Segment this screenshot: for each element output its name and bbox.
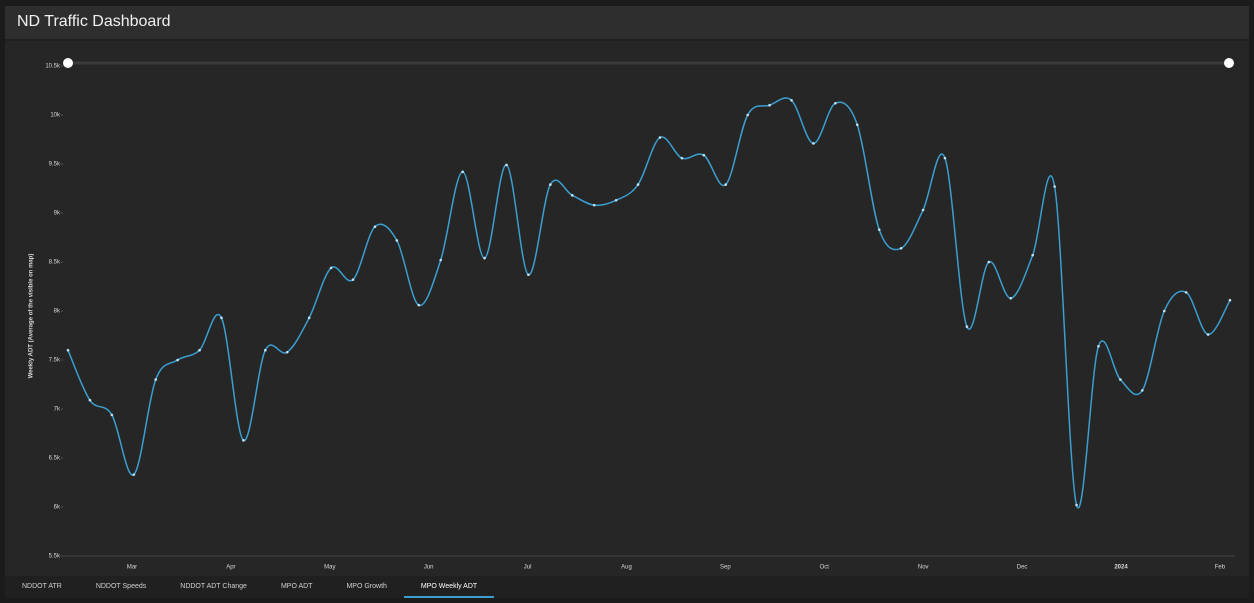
data-point [110, 413, 114, 417]
x-tick-label: Jul [524, 565, 532, 571]
data-point [943, 156, 947, 160]
data-point [899, 246, 903, 250]
y-tick-label: 9.5k [49, 162, 61, 168]
data-point [307, 316, 311, 320]
data-point [285, 350, 289, 354]
tab[interactable]: MPO Growth [346, 583, 387, 590]
tab[interactable]: NDDOT ATR [22, 583, 62, 590]
data-point [790, 99, 793, 102]
data-point [1141, 389, 1144, 392]
y-tick-label: 5.5k [49, 554, 61, 560]
data-point [702, 153, 706, 157]
tab[interactable]: NDDOT Speeds [95, 583, 147, 590]
dashboard-title: ND Traffic Dashboard [17, 13, 171, 30]
data-point [461, 170, 464, 174]
data-point [855, 123, 859, 127]
y-tick-label: 9k [54, 211, 61, 217]
data-point [373, 225, 377, 229]
x-tick-label: Jun [424, 565, 434, 571]
y-axis-title: Weekly ADT (Average of the visible on ma… [29, 254, 35, 379]
x-tick-label: 2024 [1114, 565, 1128, 571]
y-tick-label: 10.5k [45, 64, 61, 70]
data-point [921, 208, 925, 212]
data-point [1075, 503, 1078, 507]
data-point [1184, 291, 1188, 294]
x-tick-label: Mar [127, 565, 137, 571]
data-point [198, 348, 201, 352]
x-tick-label: Nov [918, 565, 929, 571]
data-point [505, 163, 508, 167]
data-point [592, 203, 596, 207]
data-point [1119, 378, 1122, 381]
data-point [877, 228, 881, 231]
data-point [965, 325, 969, 328]
data-point [614, 198, 618, 202]
data-point [1053, 185, 1056, 188]
data-point [66, 348, 70, 352]
data-point [132, 473, 136, 476]
data-point [1009, 296, 1013, 300]
data-point [1031, 253, 1034, 257]
dashboard: ND Traffic Dashboard Weekly ADT (Average… [5, 6, 1249, 598]
tab-bar: NDDOT ATR NDDOT Speeds NDDOT ADT Change MPO… [5, 576, 1249, 598]
x-tick-label: Apr [226, 565, 235, 571]
data-point [1206, 333, 1210, 336]
data-point [527, 273, 530, 277]
data-point [549, 183, 552, 186]
tab[interactable]: MPO ADT [280, 583, 313, 590]
data-point [834, 101, 837, 105]
y-tick-label: 6.5k [49, 456, 61, 462]
data-point [264, 348, 267, 352]
tab[interactable]: MPO Weekly ADT [403, 576, 495, 598]
x-tick-label: Oct [820, 565, 830, 571]
data-point [636, 183, 640, 186]
data-point [483, 256, 486, 260]
data-point [812, 142, 815, 145]
x-tick-label: Sep [720, 565, 731, 571]
data-point [1162, 309, 1166, 313]
data-point [88, 398, 92, 402]
data-point [351, 278, 355, 281]
data-point [417, 303, 421, 307]
data-point [176, 358, 179, 362]
range-slider-handle[interactable] [63, 58, 73, 68]
series-line [67, 97, 1231, 509]
y-tick-label: 7k [54, 407, 61, 413]
data-point [680, 156, 684, 160]
x-tick-label: Feb [1215, 565, 1226, 571]
data-point [987, 260, 991, 264]
x-tick-label: May [324, 565, 335, 571]
header: ND Traffic Dashboard [5, 6, 1249, 41]
data-point [724, 183, 728, 186]
range-slider-handle[interactable] [1224, 58, 1234, 68]
tab[interactable]: NDDOT ADT Change [180, 583, 247, 590]
y-tick-label: 7.5k [49, 358, 61, 364]
y-tick-label: 8k [54, 309, 61, 315]
y-tick-label: 8.5k [49, 260, 61, 266]
data-point [658, 136, 662, 139]
data-point [439, 258, 443, 262]
data-point [1228, 298, 1232, 302]
data-point [768, 103, 771, 107]
x-tick-label: Dec [1017, 565, 1028, 571]
data-point [329, 266, 333, 270]
data-point [154, 378, 157, 381]
data-point [570, 194, 574, 197]
data-point [242, 439, 245, 442]
data-point [1097, 344, 1100, 348]
y-tick-label: 10k [50, 113, 61, 119]
x-tick-label: Aug [621, 565, 632, 571]
data-point [220, 316, 223, 320]
chart: Weekly ADT (Average of the visible on ma… [29, 58, 1235, 571]
data-point [395, 239, 399, 242]
data-point [746, 113, 749, 117]
y-tick-label: 6k [54, 505, 61, 511]
